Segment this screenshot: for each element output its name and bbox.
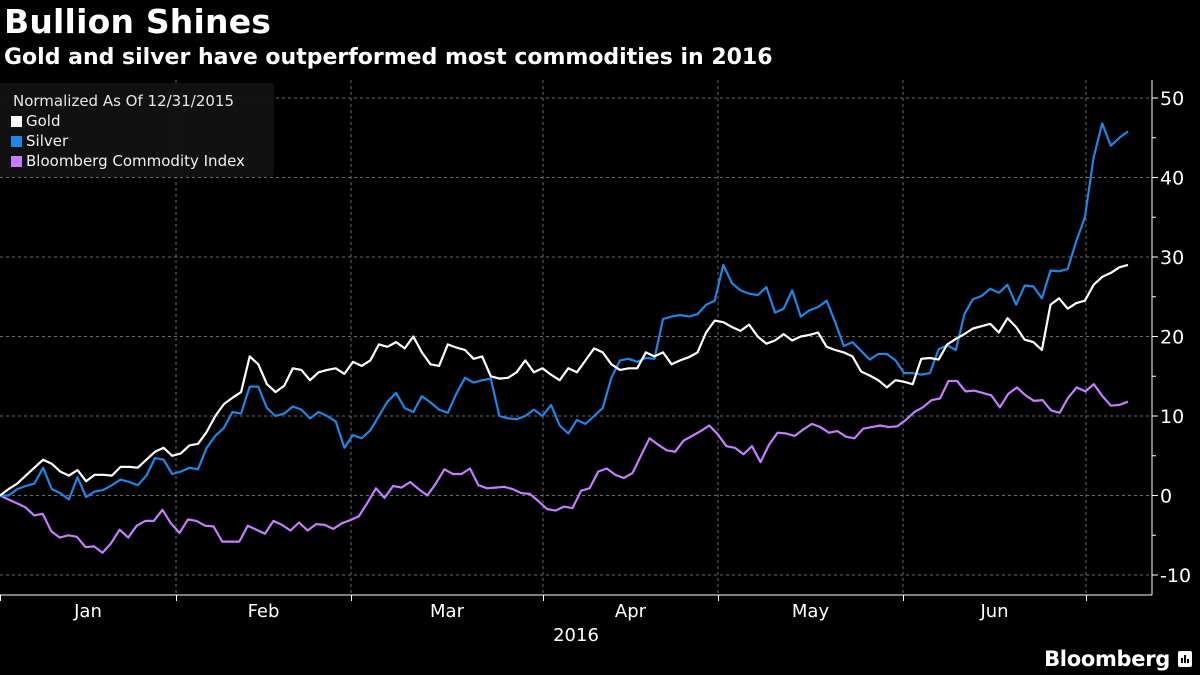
legend-title: Normalized As Of 12/31/2015 — [13, 92, 234, 110]
legend-label: Bloomberg Commodity Index — [26, 152, 245, 170]
legend-swatch-gold — [11, 115, 22, 127]
series-lines — [0, 122, 1129, 554]
brand-name: Bloomberg — [1044, 647, 1170, 671]
y-tick-label: 0 — [1160, 486, 1172, 508]
y-tick-label: 10 — [1160, 406, 1184, 428]
legend-swatch-bcom — [11, 155, 22, 167]
y-tick-label: 50 — [1160, 88, 1184, 110]
x-tick-label: Jun — [979, 601, 1008, 622]
bloomberg-chart-icon — [1178, 651, 1192, 667]
series-line-gold — [0, 263, 1129, 497]
legend-item-bcom: Bloomberg Commodity Index — [11, 151, 274, 171]
bloomberg-logo: Bloomberg — [1044, 647, 1192, 671]
x-tick-label: Jan — [73, 601, 102, 622]
y-tick-label: 20 — [1160, 327, 1184, 349]
series-line-silver — [0, 122, 1129, 501]
legend-item-gold: Gold — [11, 111, 274, 131]
legend-label: Silver — [26, 132, 69, 150]
y-tick-label: -10 — [1160, 565, 1191, 587]
x-tick-label: Apr — [615, 601, 647, 622]
y-tick-label: 30 — [1160, 247, 1184, 269]
x-tick-label: Mar — [430, 601, 465, 622]
chart-title: Bullion Shines — [4, 2, 272, 41]
legend-label: Gold — [26, 112, 61, 130]
chart-subtitle: Gold and silver have outperformed most c… — [4, 45, 773, 70]
x-tick-label: Feb — [248, 601, 280, 622]
legend: Normalized As Of 12/31/2015 Gold Silver … — [0, 83, 274, 177]
x-axis-label: 2016 — [553, 625, 599, 646]
legend-item-silver: Silver — [11, 131, 274, 151]
legend-swatch-silver — [11, 135, 22, 147]
y-tick-label: 40 — [1160, 168, 1184, 190]
x-tick-label: May — [792, 601, 830, 622]
series-line-bloomberg-commodity-index — [0, 379, 1129, 554]
axes: -10 0 10 20 30 40 50 Jan Feb Mar Apr May Jun 2016 — [0, 80, 1191, 646]
